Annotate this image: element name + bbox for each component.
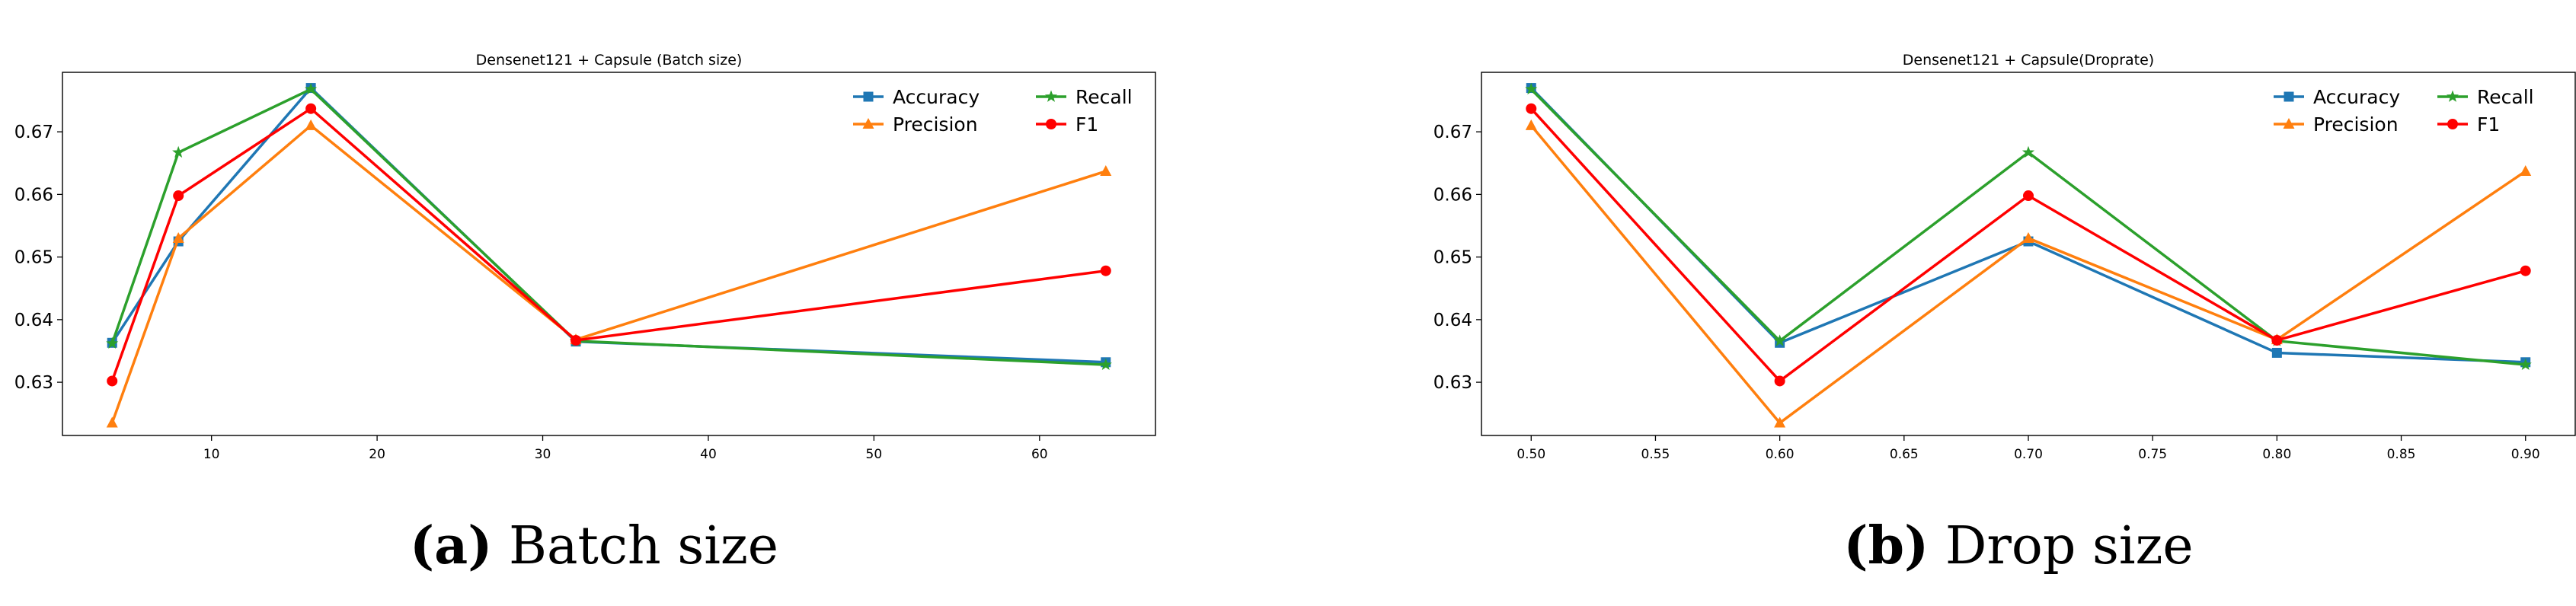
chart-batch-size: Densenet121 + Capsule (Batch size) 0.63 0.… bbox=[14, 52, 1156, 576]
caption-text: Drop size bbox=[1929, 516, 2193, 576]
legend-marker bbox=[2283, 118, 2295, 129]
x-tick-label: 10 bbox=[203, 447, 220, 462]
legend-item-recall: Recall bbox=[1036, 86, 1133, 108]
series-f1-point bbox=[2520, 265, 2531, 276]
legend-item-f1: F1 bbox=[2437, 113, 2500, 136]
y-tick-label: 0.63 bbox=[1433, 373, 1472, 393]
series-precision-point bbox=[106, 416, 118, 428]
series-f1-point bbox=[305, 103, 317, 114]
series-precision-line bbox=[110, 124, 1107, 424]
x-tick-label: 0.55 bbox=[1641, 447, 1670, 462]
x-tick-label: 0.85 bbox=[2387, 447, 2416, 462]
series-precision bbox=[1525, 119, 2532, 428]
series-f1-point bbox=[2271, 334, 2283, 346]
legend-label: Precision bbox=[2313, 113, 2399, 136]
chart-title: Densenet121 + Capsule(Droprate) bbox=[1903, 52, 2154, 69]
y-tick-label: 0.65 bbox=[1433, 248, 1472, 268]
legend-marker bbox=[863, 91, 874, 102]
series-recall-point bbox=[1773, 334, 1786, 346]
y-tick-label: 0.66 bbox=[1433, 185, 1472, 205]
y-tick-label: 0.66 bbox=[14, 185, 53, 205]
y-tick-label: 0.67 bbox=[14, 123, 53, 142]
x-tick-label: 30 bbox=[535, 447, 551, 462]
caption-text: Batch size bbox=[492, 516, 778, 576]
figure-caption: (b) Drop size bbox=[1843, 515, 2193, 576]
y-tick-label: 0.67 bbox=[1433, 123, 1472, 142]
legend-marker bbox=[1044, 90, 1058, 102]
series-recall-point bbox=[1525, 82, 1538, 95]
series-recall-point bbox=[1099, 358, 1112, 370]
legend-label: Recall bbox=[1075, 86, 1133, 108]
x-tick-label: 50 bbox=[866, 447, 883, 462]
x-tick-label: 40 bbox=[700, 447, 717, 462]
series-precision-point bbox=[2520, 164, 2532, 176]
series-f1 bbox=[107, 103, 1111, 387]
figure-caption: (a) Batch size bbox=[410, 515, 778, 576]
series-precision-point bbox=[172, 231, 184, 243]
legend-item-precision: Precision bbox=[853, 113, 978, 136]
series-f1-point bbox=[1100, 265, 1111, 276]
legend-item-accuracy: Accuracy bbox=[853, 86, 980, 108]
plot-frame bbox=[1481, 72, 2576, 436]
x-tick-label: 20 bbox=[369, 447, 385, 462]
legend-item-recall: Recall bbox=[2437, 86, 2534, 108]
x-tick-label: 0.50 bbox=[1517, 447, 1545, 462]
caption-label: (b) bbox=[1843, 515, 1929, 576]
series-precision-point bbox=[2022, 231, 2034, 243]
y-tick-label: 0.63 bbox=[14, 373, 53, 393]
series-f1 bbox=[1526, 103, 2531, 387]
series-f1-line bbox=[110, 107, 1106, 382]
plot-frame bbox=[62, 72, 1156, 436]
series-f1-point bbox=[1774, 375, 1785, 387]
series-recall-point bbox=[2021, 145, 2035, 158]
series-precision bbox=[106, 119, 1112, 428]
series-recall-point bbox=[2519, 358, 2532, 370]
legend-marker bbox=[1046, 119, 1056, 129]
y-tick-label: 0.65 bbox=[14, 248, 53, 268]
y-tick-label: 0.64 bbox=[1433, 311, 1472, 330]
legend-marker bbox=[2446, 90, 2459, 102]
caption-label: (a) bbox=[410, 515, 492, 576]
x-tick-label: 0.60 bbox=[1766, 447, 1795, 462]
series-precision-point bbox=[1100, 164, 1112, 176]
legend: Accuracy Precision Recall F1 bbox=[853, 86, 1133, 136]
legend-label: Accuracy bbox=[893, 86, 980, 108]
legend-item-f1: F1 bbox=[1036, 113, 1098, 136]
legend-marker bbox=[2284, 91, 2294, 102]
series-f1-point bbox=[173, 190, 184, 202]
series-f1-point bbox=[107, 375, 118, 387]
series-f1-point bbox=[1526, 103, 1537, 114]
chart-drop-size: Densenet121 + Capsule(Droprate) 0.63 0.64 0… bbox=[1433, 52, 2576, 576]
legend-marker bbox=[2447, 119, 2458, 129]
x-tick-label: 0.80 bbox=[2262, 447, 2291, 462]
legend-label: Recall bbox=[2477, 86, 2534, 108]
legend-label: Precision bbox=[893, 113, 978, 136]
chart-title: Densenet121 + Capsule (Batch size) bbox=[476, 52, 743, 69]
x-tick-label: 0.70 bbox=[2014, 447, 2043, 462]
series-recall-point bbox=[305, 82, 318, 95]
x-tick-label: 0.65 bbox=[1890, 447, 1919, 462]
legend-item-accuracy: Accuracy bbox=[2274, 86, 2400, 108]
series-f1-point bbox=[570, 334, 582, 346]
legend-label: F1 bbox=[1075, 113, 1098, 136]
legend: Accuracy Precision Recall F1 bbox=[2274, 86, 2534, 136]
series-f1-point bbox=[2023, 190, 2034, 202]
series-precision-point bbox=[305, 119, 317, 130]
legend-item-precision: Precision bbox=[2274, 113, 2399, 136]
series-precision-point bbox=[1774, 416, 1786, 428]
legend-marker bbox=[862, 118, 874, 129]
y-tick-label: 0.64 bbox=[14, 311, 53, 330]
x-tick-label: 0.75 bbox=[2138, 447, 2167, 462]
series-recall-point bbox=[106, 336, 119, 349]
series-precision-line bbox=[1529, 124, 2526, 425]
x-tick-label: 0.90 bbox=[2511, 447, 2540, 462]
legend-label: F1 bbox=[2477, 113, 2500, 136]
series-accuracy-point bbox=[2271, 347, 2282, 358]
series-recall-point bbox=[172, 145, 185, 158]
x-tick-label: 60 bbox=[1031, 447, 1048, 462]
series-precision-point bbox=[1525, 119, 1537, 130]
legend-label: Accuracy bbox=[2313, 86, 2400, 108]
